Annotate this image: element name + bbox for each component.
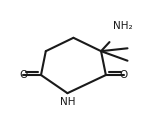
Text: NH: NH	[60, 97, 75, 107]
Text: O: O	[119, 70, 127, 80]
Text: NH₂: NH₂	[113, 21, 133, 31]
Text: O: O	[19, 70, 28, 80]
